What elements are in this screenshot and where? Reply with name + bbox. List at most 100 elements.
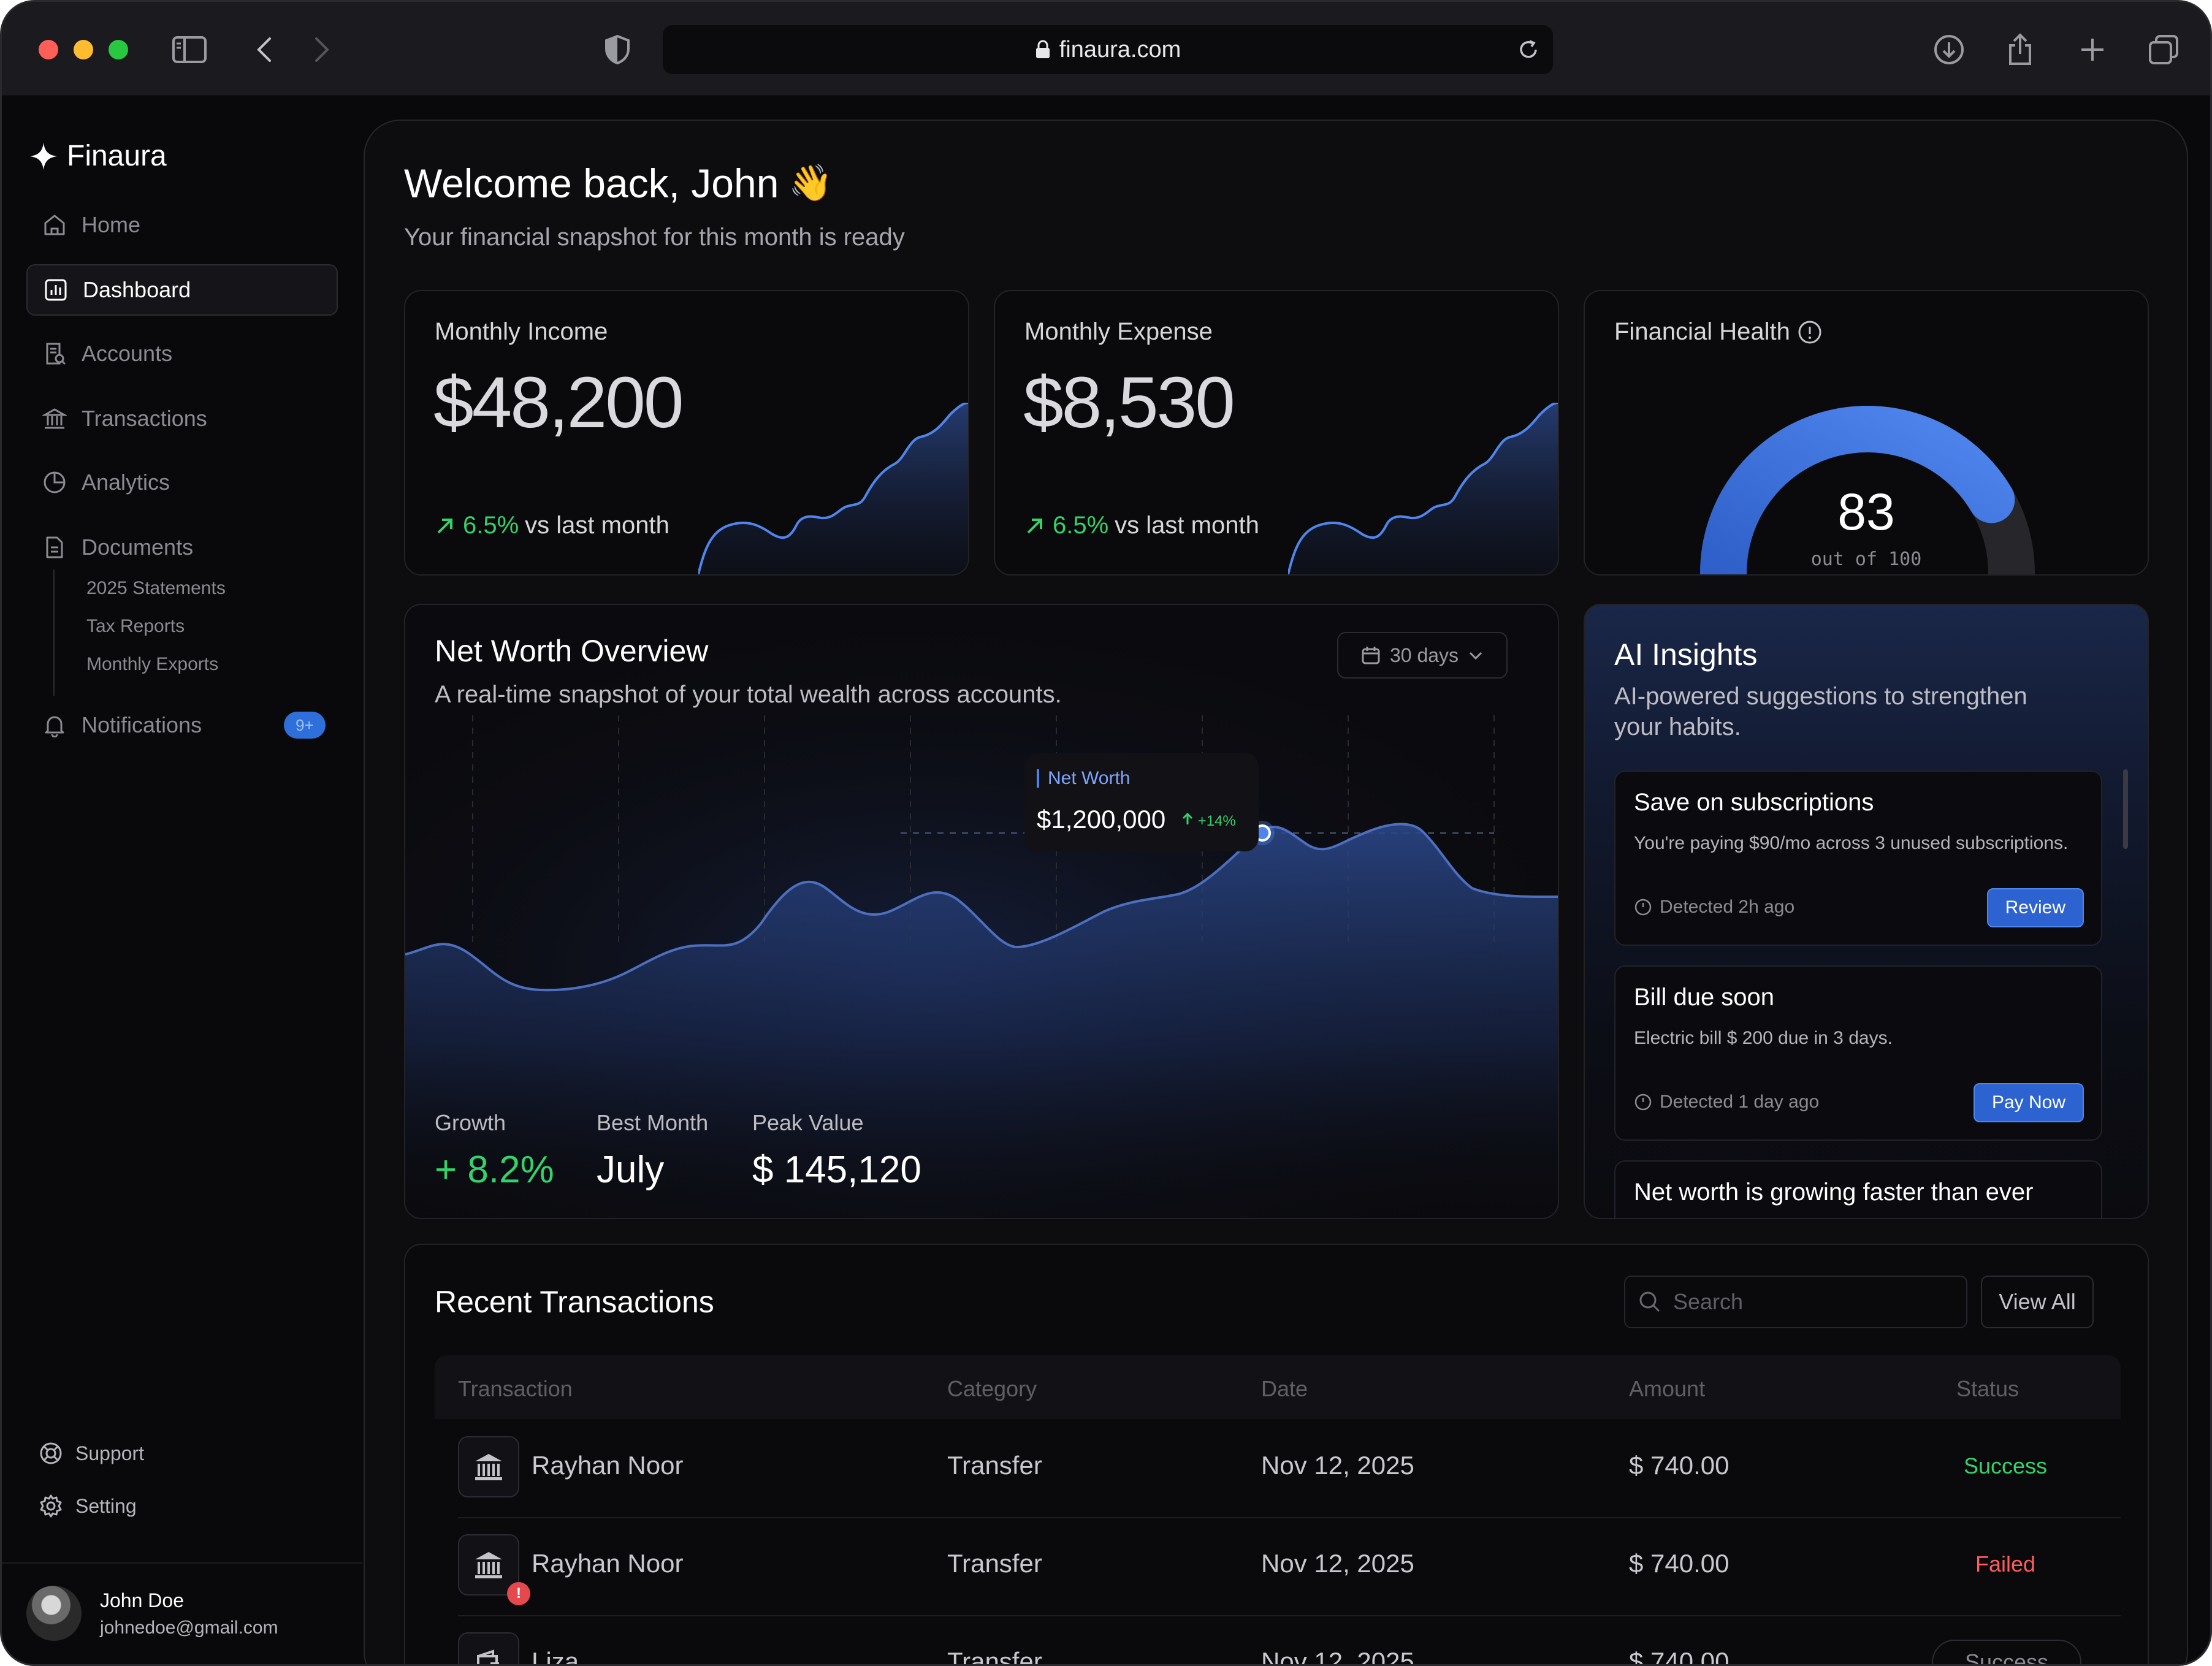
settings-link[interactable]: Setting <box>37 1493 137 1520</box>
sidebar-item-label: Documents <box>82 534 194 560</box>
sidebar-item-label: Analytics <box>82 470 170 495</box>
tooltip-delta: +14% <box>1181 812 1236 830</box>
sidebar-item-notifications[interactable]: Notifications 9+ <box>26 699 338 751</box>
health-score: 83 <box>1837 483 1895 541</box>
sidebar-item-accounts[interactable]: Accounts <box>26 328 338 379</box>
lock-icon <box>1035 40 1051 59</box>
insight-title: Net worth is growing faster than ever <box>1634 1179 2034 1206</box>
search-input[interactable]: Search <box>1624 1276 1967 1328</box>
gauge-fill <box>1700 405 2015 574</box>
column-header[interactable]: Amount <box>1629 1376 1706 1401</box>
arrow-up-right-icon <box>437 518 452 533</box>
table-row[interactable]: Liza Transfer Nov 12, 2025 $ 740.00 Succ… <box>458 1615 2121 1666</box>
column-header[interactable]: Transaction <box>458 1376 573 1401</box>
column-header[interactable]: Status <box>1956 1376 2019 1401</box>
insight-title: Save on subscriptions <box>1634 789 1874 816</box>
transaction-amount: $ 740.00 <box>1629 1647 1730 1666</box>
support-link[interactable]: Support <box>37 1440 144 1467</box>
review-button[interactable]: Review <box>1986 888 2084 927</box>
tooltip-value: $1,200,000 <box>1037 805 1166 834</box>
document-icon <box>41 534 68 561</box>
tabs-overview-icon[interactable] <box>2144 30 2183 69</box>
privacy-shield-icon[interactable] <box>598 30 637 69</box>
info-icon[interactable] <box>1798 320 1822 344</box>
brand-logo[interactable]: Finaura <box>29 139 167 173</box>
status-badge: Failed <box>1975 1551 2036 1577</box>
transactions-card: Recent Transactions Search View All Tran… <box>404 1244 2149 1666</box>
minimize-window-button[interactable] <box>74 40 93 59</box>
card-title: Monthly Expense <box>1024 318 1213 345</box>
brand-name: Finaura <box>67 140 167 172</box>
view-all-button[interactable]: View All <box>1981 1276 2094 1328</box>
documents-subnav: 2025 Statements Tax Reports Monthly Expo… <box>53 569 226 696</box>
table-row[interactable]: Rayhan Noor Transfer Nov 12, 2025 $ 740.… <box>458 1419 2121 1518</box>
close-window-button[interactable] <box>39 40 58 59</box>
status-badge: Success <box>1963 1453 2048 1478</box>
forward-icon[interactable] <box>302 30 341 69</box>
pie-chart-icon <box>41 469 68 496</box>
transaction-date: Nov 12, 2025 <box>1261 1451 1414 1480</box>
sparkle-icon <box>30 142 57 170</box>
welcome-text: Welcome back, John <box>404 161 779 206</box>
tooltip-label: Net Worth <box>1037 769 1131 788</box>
pay-now-button[interactable]: Pay Now <box>1973 1083 2084 1122</box>
card-title: Recent Transactions <box>435 1285 714 1319</box>
transaction-date: Nov 12, 2025 <box>1261 1647 1414 1666</box>
status-badge: Success <box>1932 1640 2081 1664</box>
insight-card: Save on subscriptions You're paying $90/… <box>1614 770 2102 946</box>
net-worth-area <box>405 824 1558 1218</box>
column-header[interactable]: Date <box>1261 1376 1308 1401</box>
date-range-value: 30 days <box>1389 644 1459 666</box>
dashboard-icon <box>42 276 69 303</box>
share-icon[interactable] <box>2000 30 2040 69</box>
sidebar-toggle-icon[interactable] <box>170 30 209 69</box>
insights-scrollbar[interactable] <box>2123 769 2128 849</box>
tooltip-delta-value: +14% <box>1197 813 1236 829</box>
avatar[interactable] <box>26 1586 82 1641</box>
page-title: Welcome back, John 👋 <box>404 160 833 207</box>
download-icon[interactable] <box>1929 30 1969 69</box>
sidebar-item-label: Dashboard <box>83 277 191 302</box>
address-bar[interactable]: finaura.com <box>663 25 1553 74</box>
arrow-up-icon <box>1182 812 1193 824</box>
gear-icon <box>37 1493 64 1520</box>
sidebar-subitem-tax-reports[interactable]: Tax Reports <box>86 616 185 636</box>
transaction-category: Transfer <box>947 1647 1042 1666</box>
card-title: Financial Health <box>1614 318 1822 346</box>
delta-text: vs last month <box>525 512 669 539</box>
insight-detected: Detected 2h ago <box>1660 897 1795 917</box>
stat-label-growth: Growth <box>435 1110 506 1135</box>
notification-count-badge: 9+ <box>284 712 326 739</box>
sidebar-item-analytics[interactable]: Analytics <box>26 457 338 508</box>
insight-detected: Detected 1 day ago <box>1660 1092 1820 1112</box>
transaction-name: Rayhan Noor <box>532 1451 684 1480</box>
sidebar-item-transactions[interactable]: Transactions <box>26 393 338 444</box>
card-title: Net Worth Overview <box>435 634 709 668</box>
sidebar-subitem-statements[interactable]: 2025 Statements <box>86 578 226 598</box>
maximize-window-button[interactable] <box>109 40 128 59</box>
sidebar-subitem-monthly-exports[interactable]: Monthly Exports <box>86 654 219 674</box>
column-header[interactable]: Category <box>947 1376 1037 1401</box>
back-icon[interactable] <box>245 30 284 69</box>
reload-icon[interactable] <box>1516 37 1541 62</box>
income-delta: 6.5% vs last month <box>435 512 669 539</box>
new-tab-icon[interactable] <box>2073 30 2112 69</box>
income-value: $48,200 <box>433 362 684 443</box>
expense-sparkline <box>1288 403 1558 574</box>
expense-delta: 6.5% vs last month <box>1024 512 1259 539</box>
home-icon <box>41 211 68 238</box>
date-range-select[interactable]: 30 days <box>1337 632 1508 679</box>
search-placeholder: Search <box>1673 1289 1744 1314</box>
sidebar-item-dashboard[interactable]: Dashboard <box>26 264 338 316</box>
sidebar-item-label: Transactions <box>82 406 207 431</box>
income-sparkline <box>698 403 968 574</box>
sidebar-item-home[interactable]: Home <box>26 199 338 251</box>
financial-health-card: Financial Health 83 out of 100 <box>1584 290 2149 576</box>
expense-card: Monthly Expense $8,530 6.5% vs last mont… <box>994 290 1559 576</box>
income-card: Monthly Income $48,200 6.5% vs last mont… <box>404 290 969 576</box>
table-row[interactable]: ! Rayhan Noor Transfer Nov 12, 2025 $ 74… <box>458 1517 2121 1616</box>
chevron-down-icon <box>1469 652 1482 660</box>
health-gauge <box>1700 405 2035 574</box>
sidebar-item-documents[interactable]: Documents <box>26 522 338 573</box>
